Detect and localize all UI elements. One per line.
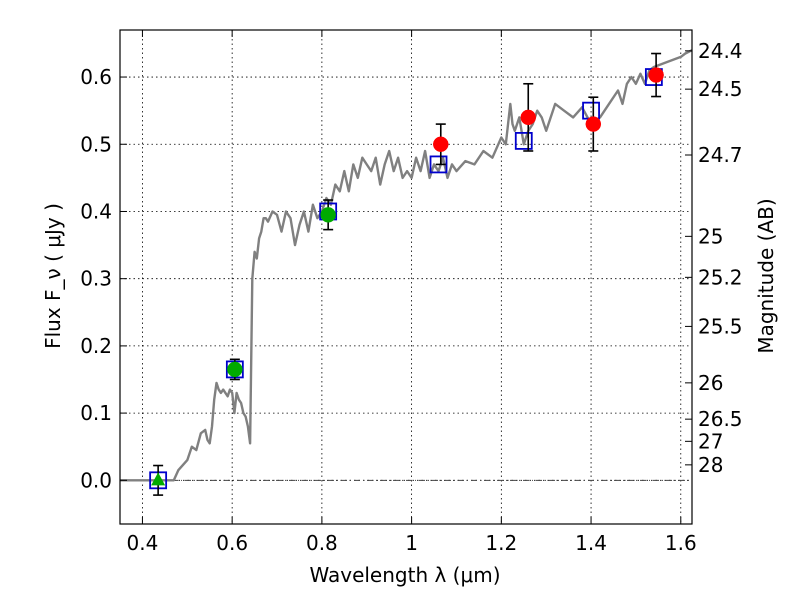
x-tick-label: 0.8 [306,531,338,555]
y-axis-label: Flux F_ν ( μJy ) [41,203,65,349]
x-tick-label: 1.2 [485,531,517,555]
model-square-marker [429,155,448,174]
model-sed-group [120,49,693,482]
observed-circle-marker [585,116,602,132]
mag-tick-label: 24.7 [698,143,743,167]
markers-group [149,52,664,496]
x-tick-label: 0.4 [127,531,159,555]
mag-tick-label: 26.5 [698,407,743,431]
y-tick-label: 0.5 [80,132,112,156]
model-square-marker [514,131,533,150]
observed-circle-marker [520,109,537,126]
x-tick-label: 0.6 [216,531,248,555]
y-tick-label: 0.3 [80,267,112,291]
mag-tick-label: 27 [698,429,723,453]
x-tick-label: 1 [405,531,418,555]
mag-tick-label: 24.4 [698,39,743,63]
x-tick-label: 1.6 [665,531,697,555]
plot-frame [119,29,693,525]
mag-tick-label: 25.5 [698,314,743,338]
upper-limit-triangle-marker [151,472,166,486]
y2-axis-label: Magnitude (AB) [754,198,778,353]
y-tick-label: 0.1 [80,401,112,425]
grid [120,30,692,524]
y-tick-label: 0.4 [80,199,112,223]
mag-tick-label: 25 [698,224,723,248]
observed-circle-marker [433,136,449,153]
x-axis-label: Wavelength λ (μm) [309,563,500,587]
observed-circle-marker [648,67,664,83]
observed-circle-marker [320,207,336,223]
mag-tick-label: 28 [698,453,723,477]
sed-line [120,49,693,482]
y-tick-label: 0.0 [80,468,112,492]
y-tick-label: 0.2 [80,334,112,358]
mag-tick-label: 26 [698,371,723,395]
mag-tick-label: 24.5 [698,77,743,101]
mag-tick-label: 25.2 [698,265,743,289]
x-tick-label: 1.4 [575,531,607,555]
observed-circle-marker [227,361,243,378]
ticks-group: 0.4 0.6 0.8 1 1.2 1.4 1.6 0.0 0.1 0.2 0.3 0.4 0.5 0.6… [80,30,743,555]
y-tick-label: 0.6 [80,65,112,89]
